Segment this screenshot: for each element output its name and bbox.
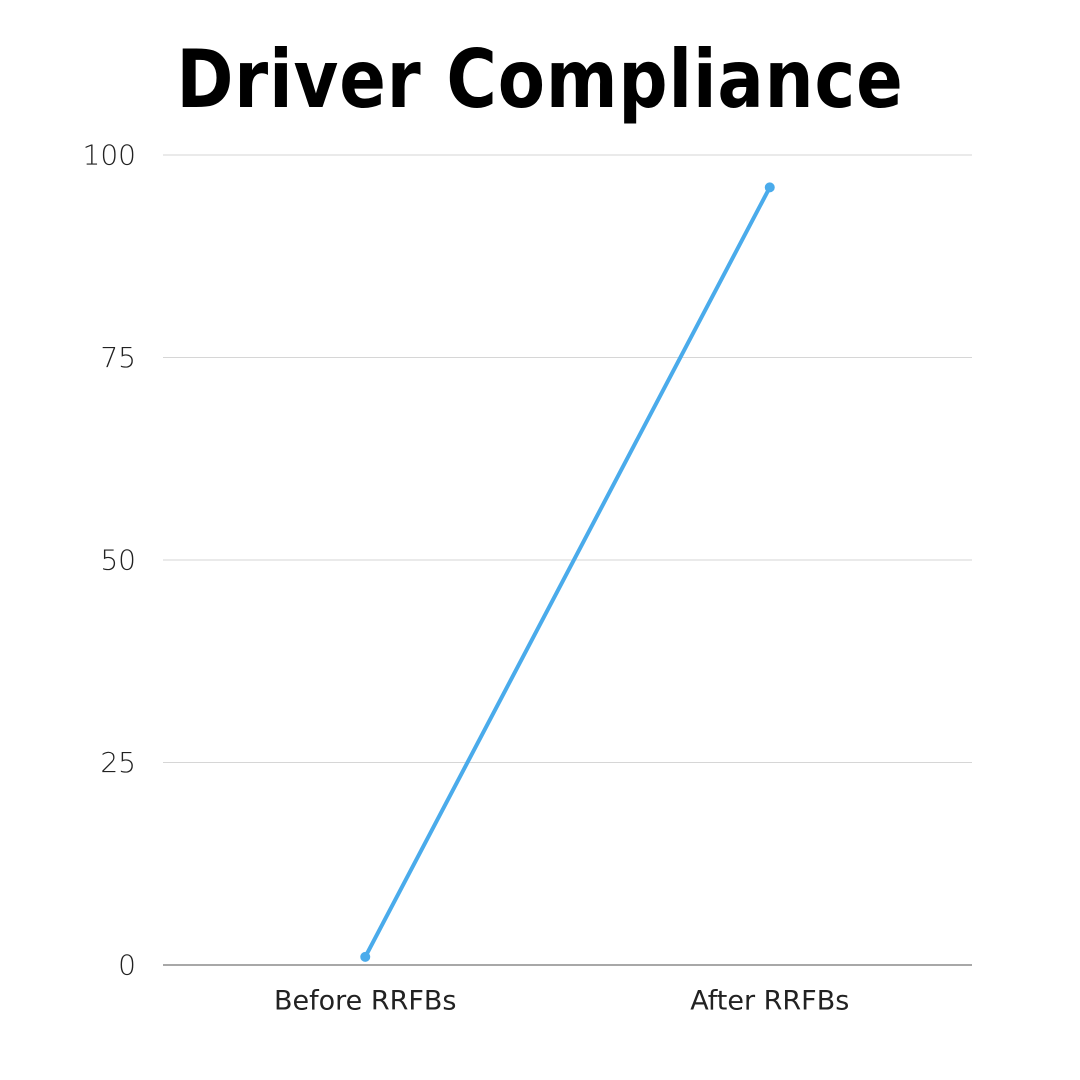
y-tick-label-0: 0 bbox=[118, 949, 136, 982]
y-tick-label-100: 100 bbox=[83, 139, 136, 172]
x-axis-categories: Before RRFBs After RRFBs bbox=[274, 986, 849, 1017]
series-line-0 bbox=[363, 185, 772, 959]
data-point-0-1 bbox=[764, 182, 775, 193]
data-point-0-0 bbox=[360, 951, 371, 962]
series-layer bbox=[360, 182, 775, 962]
y-tick-label-50: 50 bbox=[100, 544, 136, 577]
gridlines bbox=[163, 154, 972, 966]
x-category-label-1: After RRFBs bbox=[690, 986, 849, 1017]
y-tick-label-25: 25 bbox=[100, 746, 136, 779]
x-category-label-0: Before RRFBs bbox=[274, 986, 457, 1017]
y-axis-ticks: 0 25 50 75 100 bbox=[83, 139, 136, 982]
y-tick-label-75: 75 bbox=[100, 341, 136, 374]
chart-title: Driver Compliance bbox=[176, 33, 904, 126]
